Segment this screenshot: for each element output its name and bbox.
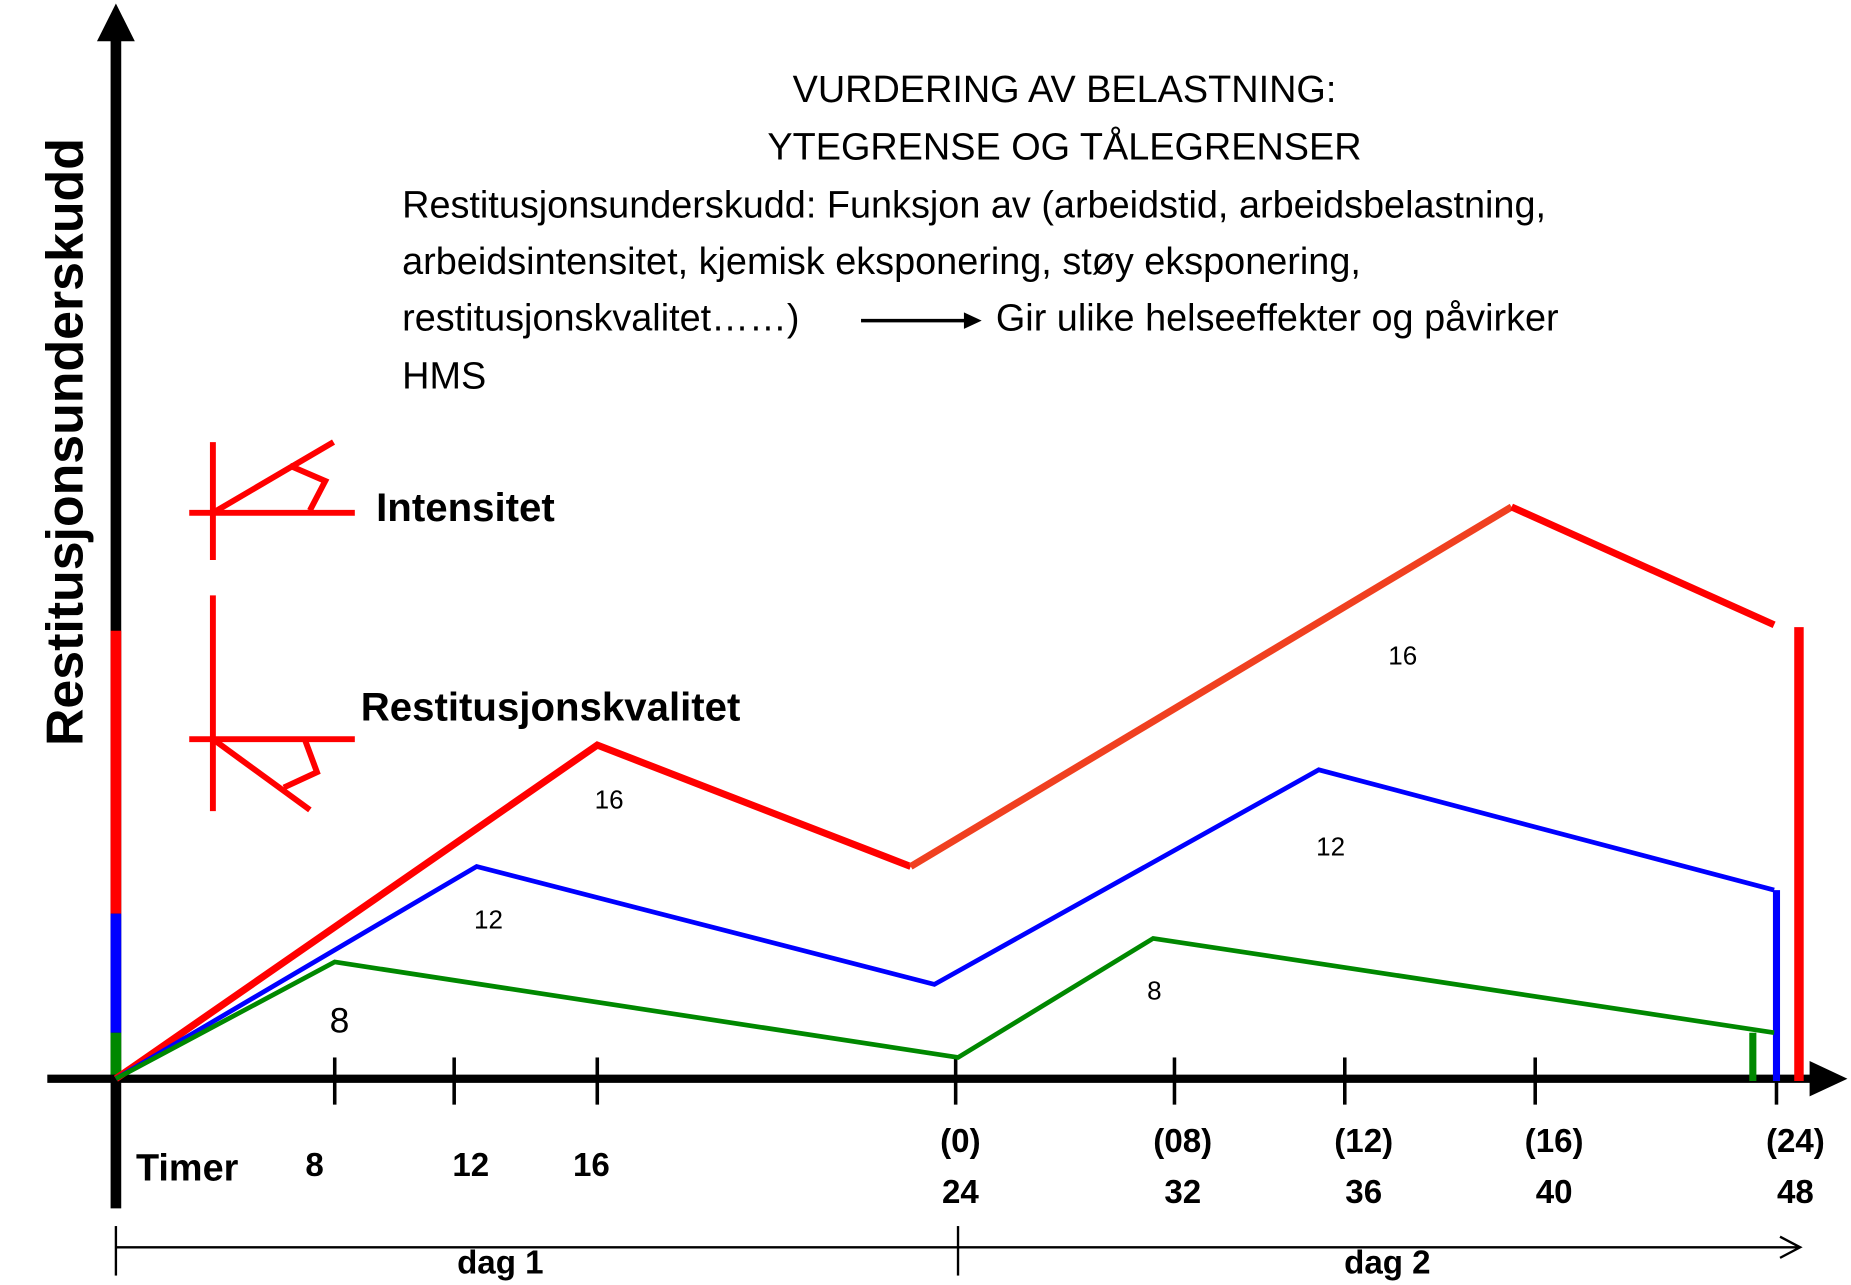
y-label: Restitusjonsunderskudd [36,138,94,746]
tick-label: 48 [1777,1174,1814,1211]
legend-label: Intensitet [376,485,555,530]
red-curve-end [1510,503,1776,629]
day2-ticks: (0) 24 (08) 32 (12) 36 (16) 40 (24) 48 [940,1123,1825,1211]
tick-label: 36 [1345,1174,1382,1211]
curve-label: 12 [474,905,503,935]
x-label: Timer [136,1148,239,1190]
tick-label: (08) [1153,1123,1212,1160]
blue-curve [114,767,1775,1081]
description: arbeidsintensitet, kjemisk eksponering, … [402,241,1361,283]
curve-label: 8 [330,1001,350,1041]
curve-label: 16 [1388,641,1417,671]
title: VURDERING AV BELASTNING: [793,69,1337,111]
tick-label: 24 [942,1174,979,1211]
tick-label: 32 [1164,1174,1201,1211]
desc-arrowhead [963,312,982,329]
tick-label: (24) [1766,1123,1825,1160]
description: HMS [402,355,486,397]
y-arrow [96,3,135,42]
tick-label: 12 [452,1147,489,1184]
description: Gir ulike helseeffekter og påvirker [996,298,1559,340]
tick-label: (0) [940,1123,980,1160]
x-arrow [1809,1061,1848,1097]
description: Restitusjonsunderskudd: Funksjon av (arb… [402,185,1546,227]
tick-label: 16 [573,1147,610,1184]
red-curve-day2 [908,503,1514,870]
day-label: dag 2 [1344,1245,1430,1282]
curve-label: 16 [595,785,624,815]
x-ticks [332,1057,1779,1105]
tick-label: (16) [1525,1123,1584,1160]
day-label: dag 1 [457,1245,543,1282]
tick-label: 40 [1536,1174,1573,1211]
axes [47,3,1848,1209]
red-curve [113,741,913,1082]
description: restitusjonskvalitet……) [402,298,799,340]
legend-symbols [189,439,355,813]
title: YTEGRENSE OG TÅLEGRENSER [767,127,1361,169]
curve-label: 12 [1316,832,1345,862]
tick-label: (12) [1334,1123,1393,1160]
green-curve [114,935,1775,1081]
curve-label: 8 [1147,976,1161,1006]
tick-label: 8 [305,1147,323,1184]
legend-label: Restitusjonskvalitet [361,684,741,729]
day-arrow [114,1226,1803,1276]
